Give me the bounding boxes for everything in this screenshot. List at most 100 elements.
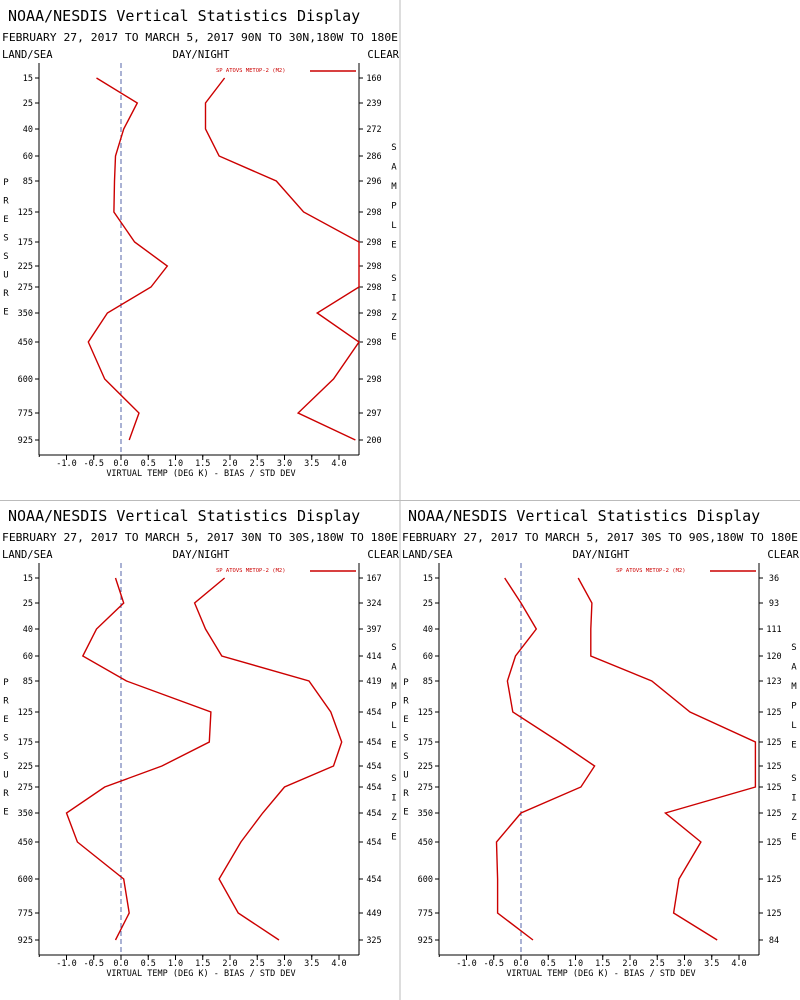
sample-size-label: 454	[366, 838, 381, 848]
y-axis-label-letter: E	[403, 715, 408, 725]
pressure-tick-label: 350	[18, 809, 33, 819]
pressure-tick-label: 85	[423, 677, 433, 687]
y-axis-label-letter: S	[403, 752, 408, 762]
sample-size-label: 160	[366, 74, 381, 84]
pressure-tick-label: 15	[423, 574, 433, 584]
y-axis-label-letter: R	[3, 789, 9, 799]
header-land-sea: LAND/SEA	[402, 549, 453, 561]
pressure-tick-label: 40	[423, 625, 433, 635]
sample-size-label: 414	[366, 652, 381, 662]
series-line-bias	[495, 577, 596, 941]
y-axis-label-letter: U	[403, 771, 408, 781]
y2-axis-label-letter: I	[791, 794, 796, 804]
y-axis-label-letter: R	[3, 697, 9, 707]
y2-axis-label-letter: E	[791, 741, 796, 751]
header-day-night: DAY/NIGHT	[173, 49, 231, 61]
y-axis-label-letter: U	[3, 771, 8, 781]
sample-size-label: 125	[766, 809, 781, 819]
chart-title: NOAA/NESDIS Vertical Statistics Display	[408, 507, 760, 525]
series-line-bias	[87, 77, 169, 441]
y2-axis-label-letter: Z	[391, 313, 397, 323]
series-line-bias	[65, 577, 212, 941]
y-axis-label-letter: S	[3, 734, 8, 744]
y2-axis-label-letter: P	[391, 702, 397, 712]
x-tick-label: -1.0	[56, 459, 76, 469]
y2-axis-label-letter: S	[791, 643, 796, 653]
legend-label: SP ATOVS METOP-2 (M2)	[616, 568, 686, 574]
pressure-tick-label: 15	[23, 574, 33, 584]
sample-size-label: 297	[366, 409, 381, 419]
legend-label: SP ATOVS METOP-2 (M2)	[216, 568, 286, 574]
sample-size-label: 298	[366, 262, 381, 272]
pressure-tick-label: 600	[418, 875, 433, 885]
sample-size-label: 298	[366, 375, 381, 385]
pressure-tick-label: 775	[18, 409, 33, 419]
y2-axis-label-letter: S	[391, 643, 396, 653]
x-tick-label: 3.5	[304, 959, 319, 969]
pressure-tick-label: 775	[418, 909, 433, 919]
x-tick-label: 2.0	[622, 959, 637, 969]
pressure-tick-label: 600	[18, 875, 33, 885]
header-clear: CLEAR	[367, 549, 399, 561]
x-tick-label: 1.5	[195, 459, 210, 469]
pressure-tick-label: 925	[18, 936, 33, 946]
y-axis-label-letter: S	[3, 752, 8, 762]
chart-subtitle: FEBRUARY 27, 2017 TO MARCH 5, 2017 30N T…	[2, 532, 398, 544]
pressure-tick-label: 275	[418, 783, 433, 793]
sample-size-label: 298	[366, 309, 381, 319]
y2-axis-label-letter: Z	[391, 813, 397, 823]
y-axis-label-letter: E	[403, 808, 408, 818]
sample-size-label: 324	[366, 599, 381, 609]
y-axis-label-letter: R	[3, 289, 9, 299]
x-tick-label: 4.0	[331, 959, 346, 969]
pressure-tick-label: 85	[23, 677, 33, 687]
x-tick-label: -0.5	[84, 459, 104, 469]
x-tick-label: 4.0	[731, 959, 746, 969]
x-tick-label: -0.5	[484, 959, 504, 969]
sample-size-label: 125	[766, 762, 781, 772]
pressure-tick-label: 450	[18, 338, 33, 348]
pressure-tick-label: 175	[18, 238, 33, 248]
pressure-tick-label: 600	[18, 375, 33, 385]
sample-size-label: 419	[366, 677, 381, 687]
y-axis-label-letter: S	[403, 734, 408, 744]
x-tick-label: 0.0	[113, 459, 128, 469]
y-axis-label-letter: E	[3, 308, 8, 318]
sample-size-label: 36	[769, 574, 779, 584]
pressure-tick-label: 60	[23, 152, 33, 162]
sample-size-label: 454	[366, 783, 381, 793]
x-tick-label: 0.5	[141, 959, 156, 969]
x-tick-label: 0.5	[541, 959, 556, 969]
legend-label: SP ATOVS METOP-2 (M2)	[216, 68, 286, 74]
x-tick-label: 3.0	[277, 959, 292, 969]
sample-size-label: 123	[766, 677, 781, 687]
y2-axis-label-letter: I	[391, 294, 396, 304]
y2-axis-label-letter: P	[791, 702, 797, 712]
x-tick-label: 0.0	[513, 959, 528, 969]
x-tick-label: -1.0	[56, 959, 76, 969]
y-axis-label-letter: S	[3, 252, 8, 262]
x-tick-label: 1.0	[168, 459, 183, 469]
sample-size-label: 125	[766, 875, 781, 885]
pressure-tick-label: 15	[23, 74, 33, 84]
y-axis-label-letter: R	[403, 697, 409, 707]
sample-size-label: 298	[366, 283, 381, 293]
y2-axis-label-letter: A	[791, 663, 797, 673]
x-axis-label: VIRTUAL TEMP (DEG K) - BIAS / STD DEV	[106, 469, 295, 479]
pressure-tick-label: 25	[23, 99, 33, 109]
y-axis-label-letter: E	[3, 715, 8, 725]
sample-size-label: 454	[366, 875, 381, 885]
sample-size-label: 239	[366, 99, 381, 109]
sample-size-label: 286	[366, 152, 381, 162]
pressure-tick-label: 925	[18, 436, 33, 446]
x-tick-label: 2.5	[250, 459, 265, 469]
sample-size-label: 93	[769, 599, 779, 609]
pressure-tick-label: 85	[23, 177, 33, 187]
y2-axis-label-letter: E	[391, 833, 396, 843]
x-axis-label: VIRTUAL TEMP (DEG K) - BIAS / STD DEV	[106, 969, 295, 979]
x-tick-label: 3.5	[304, 459, 319, 469]
pressure-tick-label: 60	[23, 652, 33, 662]
pressure-tick-label: 450	[18, 838, 33, 848]
y-axis-label-letter: P	[403, 678, 409, 688]
pressure-tick-label: 450	[418, 838, 433, 848]
